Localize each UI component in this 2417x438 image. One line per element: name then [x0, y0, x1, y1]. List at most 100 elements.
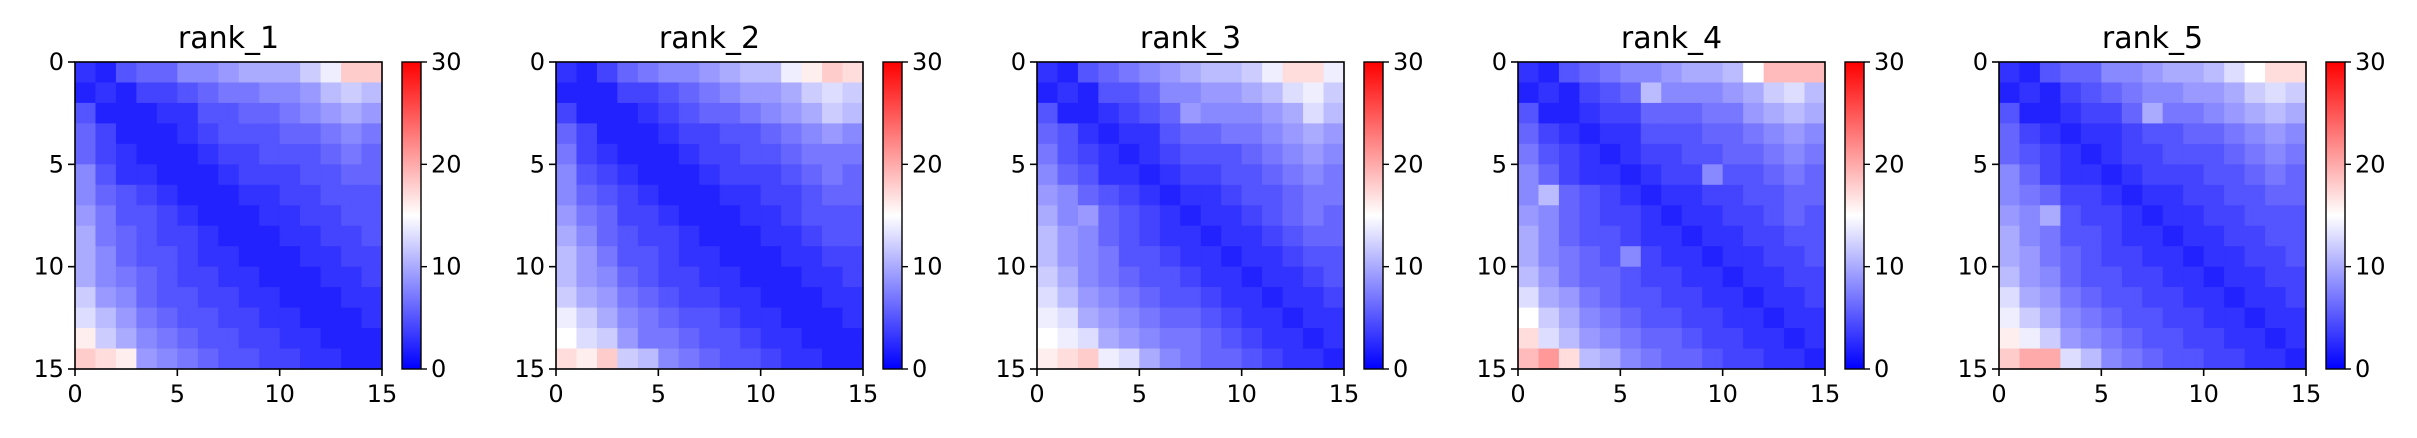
x-tick-label: 0 — [548, 380, 563, 408]
heatmap-cell — [136, 225, 158, 247]
y-tick-label: 0 — [1973, 48, 1988, 76]
heatmap-cell — [259, 287, 281, 309]
heatmap-cell — [842, 307, 864, 329]
heatmap-cell — [2142, 225, 2164, 247]
heatmap-cell — [341, 348, 363, 370]
heatmap-cell — [740, 266, 762, 288]
heatmap-cell — [781, 225, 803, 247]
heatmap-cell — [760, 328, 782, 350]
heatmap-cell — [2080, 184, 2102, 206]
heatmap-cell — [1282, 62, 1304, 84]
heatmap-cell — [1763, 184, 1785, 206]
heatmap-cell — [1681, 82, 1703, 104]
heatmap-cell — [760, 143, 782, 165]
heatmap-cell — [2121, 328, 2143, 350]
heatmap-cell — [197, 164, 219, 186]
heatmap-cell — [617, 62, 639, 84]
heatmap-cell — [1077, 225, 1099, 247]
heatmap-cell — [2203, 348, 2225, 370]
heatmap-cell — [760, 123, 782, 145]
x-tick-label: 15 — [367, 380, 398, 408]
heatmap-cell — [1037, 205, 1059, 227]
heatmap-cell — [2142, 348, 2164, 370]
heatmap-cell — [115, 123, 137, 145]
heatmap-cell — [1057, 287, 1079, 309]
heatmap-cell — [95, 266, 117, 288]
heatmap-cell — [699, 307, 721, 329]
heatmap-cell — [197, 287, 219, 309]
heatmap-cell — [1098, 205, 1120, 227]
heatmap-cell — [1599, 102, 1621, 124]
heatmap-cell — [2101, 184, 2123, 206]
heatmap-cell — [1784, 62, 1806, 84]
heatmap-cell — [2039, 348, 2061, 370]
heatmap-cell — [760, 82, 782, 104]
colorbar-tick-label: 30 — [1393, 48, 1424, 76]
heatmap-cell — [1640, 62, 1662, 84]
x-tick-label: 10 — [1226, 380, 1257, 408]
heatmap-cell — [300, 328, 322, 350]
heatmap-cell — [1180, 348, 1202, 370]
heatmap-cell — [2060, 82, 2082, 104]
heatmap-cell — [1098, 307, 1120, 329]
heatmap-cell — [177, 205, 199, 227]
heatmap-cell — [1200, 328, 1222, 350]
heatmap-cell — [2101, 164, 2123, 186]
heatmap-cell — [2060, 205, 2082, 227]
heatmap-cell — [2080, 123, 2102, 145]
axes-frame — [74, 61, 383, 370]
heatmap-cell — [1077, 123, 1099, 145]
heatmap-cell — [197, 307, 219, 329]
heatmap-cell — [2142, 143, 2164, 165]
heatmap-cell — [1784, 246, 1806, 268]
heatmap-cell — [1262, 328, 1284, 350]
heatmap-cell — [2060, 102, 2082, 124]
heatmap-cell — [2101, 102, 2123, 124]
heatmap-cell — [719, 328, 741, 350]
heatmap-cell — [177, 307, 199, 329]
heatmap-cell — [1057, 246, 1079, 268]
heatmap-cell — [1200, 184, 1222, 206]
heatmap-cell — [1999, 246, 2021, 268]
heatmap-cell — [1077, 164, 1099, 186]
heatmap-cell — [1620, 143, 1642, 165]
heatmap-cell — [259, 82, 281, 104]
heatmap-cell — [617, 82, 639, 104]
heatmap-cell — [218, 123, 240, 145]
heatmap-cell — [678, 287, 700, 309]
heatmap-cell — [1303, 123, 1325, 145]
heatmap-cell — [300, 246, 322, 268]
heatmap-cell — [2162, 205, 2184, 227]
heatmap-cell — [1098, 328, 1120, 350]
heatmap-cell — [781, 184, 803, 206]
heatmap-cell — [801, 143, 823, 165]
heatmap-cell — [1180, 164, 1202, 186]
heatmap-cell — [556, 348, 578, 370]
heatmap-cell — [719, 287, 741, 309]
heatmap-cell — [2101, 123, 2123, 145]
heatmap-cell — [1599, 307, 1621, 329]
heatmap-cell — [1784, 307, 1806, 329]
heatmap-cell — [1763, 82, 1785, 104]
heatmap-cell — [842, 225, 864, 247]
heatmap-cell — [1999, 225, 2021, 247]
heatmap-cell — [1579, 123, 1601, 145]
heatmap-cell — [781, 266, 803, 288]
heatmap-cell — [1118, 266, 1140, 288]
heatmap-cell — [1722, 348, 1744, 370]
axes-frame — [555, 61, 864, 370]
panel-title: rank_1 — [178, 21, 279, 56]
heatmap-cell — [678, 225, 700, 247]
heatmap-cell — [1221, 82, 1243, 104]
heatmap-cell — [576, 225, 598, 247]
panel-title: rank_4 — [1621, 21, 1722, 56]
heatmap-cell — [576, 348, 598, 370]
heatmap-cell — [2285, 82, 2307, 104]
heatmap-cell — [1262, 348, 1284, 370]
heatmap-cell — [1702, 82, 1724, 104]
heatmap-cell — [1763, 143, 1785, 165]
heatmap-cell — [1241, 102, 1263, 124]
heatmap-cell — [2039, 164, 2061, 186]
heatmap-cell — [1303, 184, 1325, 206]
heatmap-cell — [2265, 102, 2287, 124]
